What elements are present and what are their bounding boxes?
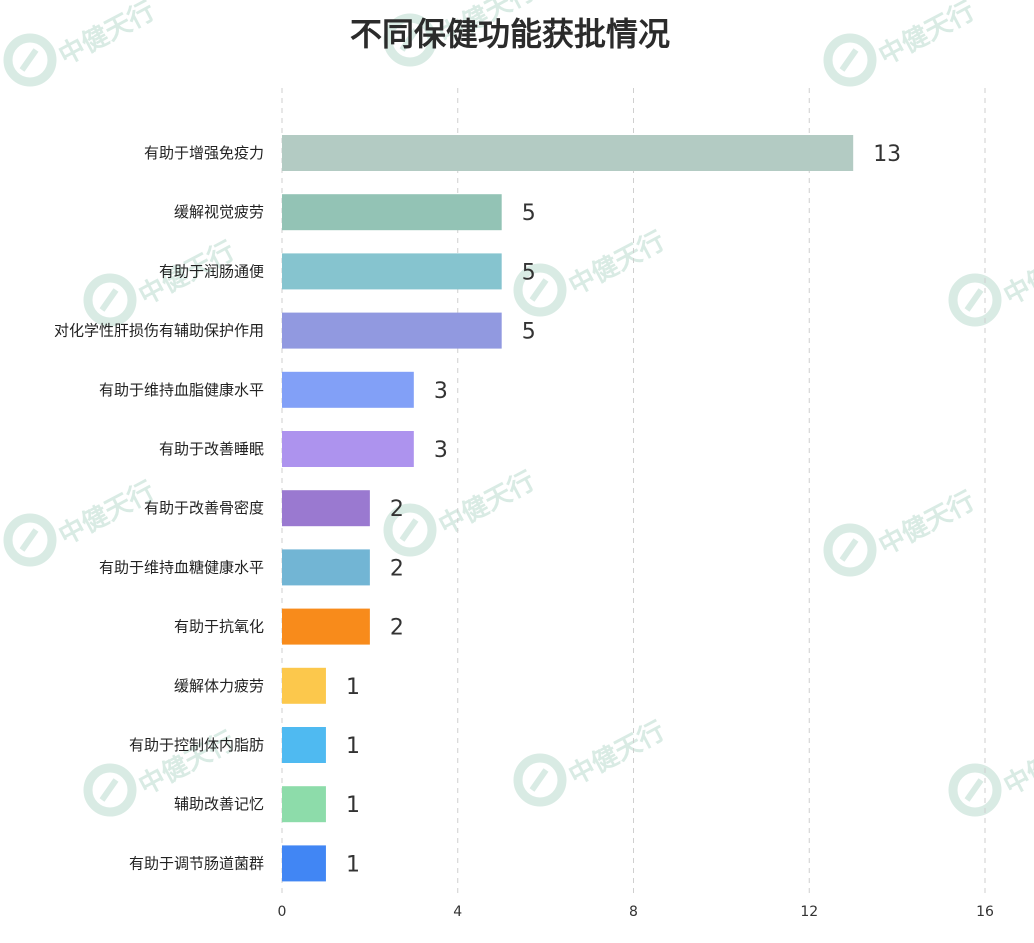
value-label: 5 xyxy=(522,260,536,285)
value-label: 13 xyxy=(873,142,901,167)
zjtx-logo-icon xyxy=(3,513,57,567)
bar-row: 缓解视觉疲劳 5 xyxy=(174,194,536,231)
watermark-text: 中健天行 xyxy=(434,465,540,541)
bar-row: 缓解体力疲劳 1 xyxy=(174,667,360,704)
bar xyxy=(282,667,326,704)
value-label: 5 xyxy=(522,201,536,226)
category-label: 有助于控制体内脂肪 xyxy=(129,736,264,754)
zjtx-logo-icon xyxy=(948,273,1002,327)
zjtx-logo-icon xyxy=(383,13,437,67)
category-label: 有助于改善骨密度 xyxy=(144,499,264,517)
category-label: 有助于调节肠道菌群 xyxy=(129,854,264,872)
bar-row: 有助于改善骨密度 2 xyxy=(144,490,404,527)
value-label: 3 xyxy=(434,379,448,404)
watermark-text: 中健天行 xyxy=(54,0,160,71)
category-label: 缓解体力疲劳 xyxy=(174,677,264,695)
value-label: 1 xyxy=(346,852,360,877)
chart-title: 不同保健功能获批情况 xyxy=(350,15,670,53)
bar-row: 有助于抗氧化 2 xyxy=(174,608,404,645)
bar-row: 有助于维持血糖健康水平 2 xyxy=(99,549,404,586)
zjtx-logo-icon xyxy=(383,503,437,557)
category-label: 有助于改善睡眠 xyxy=(159,440,264,458)
bar-row: 有助于调节肠道菌群 1 xyxy=(129,845,360,882)
bar-row: 有助于维持血脂健康水平 3 xyxy=(99,371,448,408)
watermark-text: 中健天行 xyxy=(999,235,1034,311)
bar-row: 有助于控制体内脂肪 1 xyxy=(129,727,360,763)
watermark-text: 中健天行 xyxy=(874,485,980,561)
bar xyxy=(282,312,502,349)
bar xyxy=(282,135,854,171)
category-label: 辅助改善记忆 xyxy=(174,795,264,813)
watermark: 中健天行 xyxy=(513,225,670,317)
bar xyxy=(282,549,370,586)
category-label: 有助于增强免疫力 xyxy=(144,144,264,162)
watermark-text: 中健天行 xyxy=(874,0,980,71)
zjtx-logo-icon xyxy=(948,763,1002,817)
watermark: 中健天行 xyxy=(823,485,980,577)
value-label: 2 xyxy=(390,556,404,581)
value-label: 1 xyxy=(346,793,360,818)
bar-row: 辅助改善记忆 1 xyxy=(174,786,360,823)
value-label: 3 xyxy=(434,438,448,463)
category-label: 有助于维持血糖健康水平 xyxy=(99,558,264,576)
x-tick-label: 0 xyxy=(278,904,287,920)
bar xyxy=(282,490,370,527)
watermark: 中健天行 xyxy=(513,715,670,807)
zjtx-logo-icon xyxy=(513,753,567,807)
value-label: 2 xyxy=(390,616,404,641)
bar-row: 对化学性肝损伤有辅助保护作用 5 xyxy=(54,312,536,349)
category-label: 有助于润肠通便 xyxy=(159,262,264,280)
watermark: 中健天行 xyxy=(948,725,1034,817)
value-label: 1 xyxy=(346,734,360,759)
bar-row: 有助于增强免疫力 13 xyxy=(144,135,901,171)
zjtx-logo-icon xyxy=(823,523,877,577)
bar xyxy=(282,371,414,408)
category-label: 有助于抗氧化 xyxy=(174,618,264,636)
watermark: 中健天行 xyxy=(948,235,1034,327)
watermark-text: 中健天行 xyxy=(564,225,670,301)
x-tick-label: 8 xyxy=(629,904,638,920)
zjtx-logo-icon xyxy=(513,263,567,317)
watermark: 中健天行 xyxy=(3,0,160,87)
bar xyxy=(282,727,326,763)
zjtx-logo-icon xyxy=(83,763,137,817)
bar xyxy=(282,253,502,290)
value-label: 2 xyxy=(390,497,404,522)
value-label: 1 xyxy=(346,675,360,700)
x-tick-label: 4 xyxy=(453,904,462,920)
watermark-text: 中健天行 xyxy=(564,715,670,791)
bar-row: 有助于润肠通便 5 xyxy=(159,253,536,290)
zjtx-logo-icon xyxy=(823,33,877,87)
bar xyxy=(282,608,370,645)
zjtx-logo-icon xyxy=(3,33,57,87)
category-label: 对化学性肝损伤有辅助保护作用 xyxy=(54,322,264,340)
zjtx-logo-icon xyxy=(83,273,137,327)
bar xyxy=(282,845,326,882)
category-label: 有助于维持血脂健康水平 xyxy=(99,381,264,399)
watermark: 中健天行 xyxy=(3,475,160,567)
category-label: 缓解视觉疲劳 xyxy=(174,203,264,221)
bar xyxy=(282,431,414,467)
x-axis-ticks: 0 4 8 12 16 xyxy=(278,904,994,920)
value-label: 5 xyxy=(522,320,536,345)
x-tick-label: 16 xyxy=(976,904,994,920)
x-tick-label: 12 xyxy=(800,904,818,920)
bar xyxy=(282,194,502,231)
watermark: 中健天行 xyxy=(383,465,540,557)
watermark-text: 中健天行 xyxy=(999,725,1034,801)
watermark: 中健天行 xyxy=(823,0,980,87)
bar-row: 有助于改善睡眠 3 xyxy=(159,431,448,467)
bar xyxy=(282,786,326,823)
